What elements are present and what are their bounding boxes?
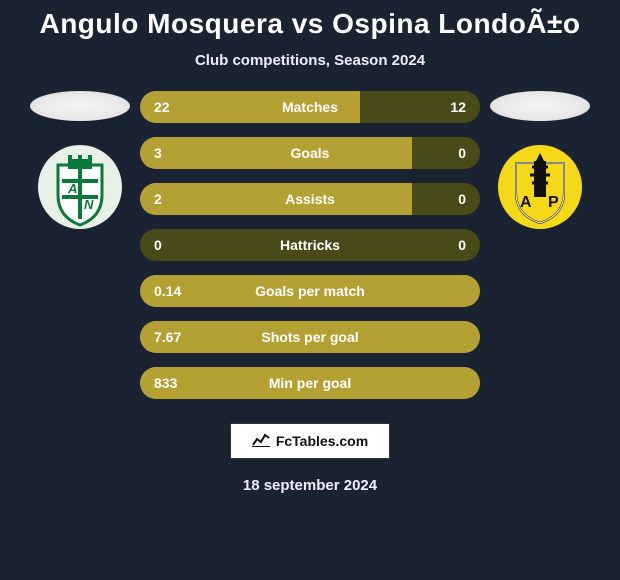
stat-bar: 22 Matches 12 (140, 91, 480, 123)
right-player-column: A P (490, 91, 590, 229)
stat-bar-text: 0 Hattricks 0 (140, 229, 480, 261)
stat-bar: 0.14 Goals per match (140, 275, 480, 307)
stat-right-value: 0 (458, 145, 466, 161)
stat-bars: 22 Matches 12 3 Goals 0 2 Assists 0 0 Hattricks 0 0.… (140, 91, 480, 399)
stat-label: Goals (291, 145, 330, 161)
stat-label: Matches (282, 99, 338, 115)
stat-bar-text: 0.14 Goals per match (140, 275, 480, 307)
stat-left-value: 7.67 (154, 329, 181, 345)
chart-icon (252, 433, 270, 450)
right-player-photo (490, 91, 590, 121)
stat-bar-text: 3 Goals 0 (140, 137, 480, 169)
stat-right-value: 0 (458, 191, 466, 207)
stat-label: Shots per goal (261, 329, 358, 345)
logo-text: FcTables.com (276, 433, 368, 449)
left-player-photo (30, 91, 130, 121)
comparison-main: A N 22 Matches 12 3 Goals 0 2 Assists 0 0 Hattrick… (0, 91, 620, 399)
stat-bar: 833 Min per goal (140, 367, 480, 399)
fctables-logo[interactable]: FcTables.com (230, 423, 390, 459)
stat-bar: 3 Goals 0 (140, 137, 480, 169)
stat-left-value: 833 (154, 375, 177, 391)
stat-bar: 0 Hattricks 0 (140, 229, 480, 261)
stat-bar-text: 833 Min per goal (140, 367, 480, 399)
comparison-date: 18 september 2024 (0, 477, 620, 494)
stat-left-value: 2 (154, 191, 162, 207)
stat-bar-text: 22 Matches 12 (140, 91, 480, 123)
stat-label: Goals per match (255, 283, 365, 299)
stat-bar: 2 Assists 0 (140, 183, 480, 215)
left-team-crest: A N (38, 145, 122, 229)
stat-label: Assists (285, 191, 335, 207)
comparison-title: Angulo Mosquera vs Ospina LondoÃ±o (0, 0, 620, 40)
stat-label: Hattricks (280, 237, 340, 253)
stat-bar-text: 2 Assists 0 (140, 183, 480, 215)
stat-left-value: 3 (154, 145, 162, 161)
stat-right-value: 12 (450, 99, 466, 115)
stat-label: Min per goal (269, 375, 351, 391)
stat-right-value: 0 (458, 237, 466, 253)
stat-left-value: 0 (154, 237, 162, 253)
svg-text:P: P (548, 194, 559, 211)
comparison-subtitle: Club competitions, Season 2024 (0, 52, 620, 69)
svg-text:A: A (520, 194, 532, 211)
right-team-crest: A P (498, 145, 582, 229)
stat-bar-text: 7.67 Shots per goal (140, 321, 480, 353)
svg-text:N: N (84, 197, 94, 212)
left-player-column: A N (30, 91, 130, 229)
svg-text:A: A (67, 181, 77, 196)
stat-left-value: 22 (154, 99, 170, 115)
stat-bar: 7.67 Shots per goal (140, 321, 480, 353)
stat-left-value: 0.14 (154, 283, 181, 299)
